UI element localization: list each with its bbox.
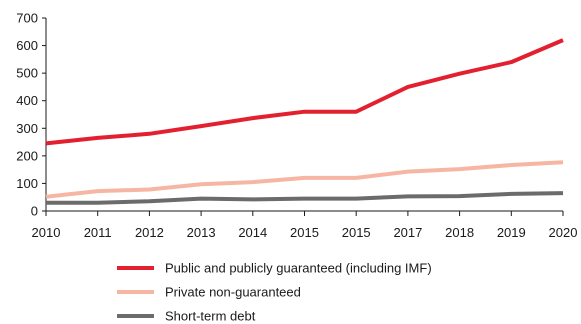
y-axis: 0 100 200 300 400 500 600 700 <box>16 11 47 219</box>
x-tick-label: 2015 <box>290 225 319 240</box>
y-tick-label: 300 <box>16 121 38 136</box>
x-axis: 2010 2011 2012 2013 2014 2015 2015 2017 2018 2019… <box>32 210 578 240</box>
x-tick-label: 2015 <box>342 225 371 240</box>
y-tick-label: 0 <box>31 204 38 219</box>
y-tick-label: 600 <box>16 38 38 53</box>
series-layer <box>45 38 564 205</box>
y-tick-label: 400 <box>16 93 38 108</box>
x-tick-label: 2013 <box>187 225 216 240</box>
series-line-1 <box>45 38 564 146</box>
series-line-3 <box>46 191 564 205</box>
y-tick-label: 700 <box>16 11 38 26</box>
x-tick-label: 2011 <box>84 225 112 240</box>
x-tick-label: 2017 <box>393 225 422 240</box>
legend-label: Private non-guaranteed <box>165 285 301 300</box>
legend: Public and publicly guaranteed (includin… <box>117 261 432 324</box>
x-tick-label: 2010 <box>32 225 61 240</box>
series-line-2 <box>45 160 564 199</box>
x-tick-label: 2014 <box>238 225 267 240</box>
x-tick-label: 2012 <box>135 225 164 240</box>
y-tick-label: 200 <box>16 148 38 163</box>
x-tick-label: 2019 <box>497 225 526 240</box>
legend-label: Short-term debt <box>165 309 256 324</box>
x-tick-label: 2018 <box>445 225 474 240</box>
x-tick-label: 2020 <box>549 225 578 240</box>
y-tick-label: 100 <box>16 176 38 191</box>
y-tick-label: 500 <box>16 66 38 81</box>
legend-label: Public and publicly guaranteed (includin… <box>165 261 432 276</box>
